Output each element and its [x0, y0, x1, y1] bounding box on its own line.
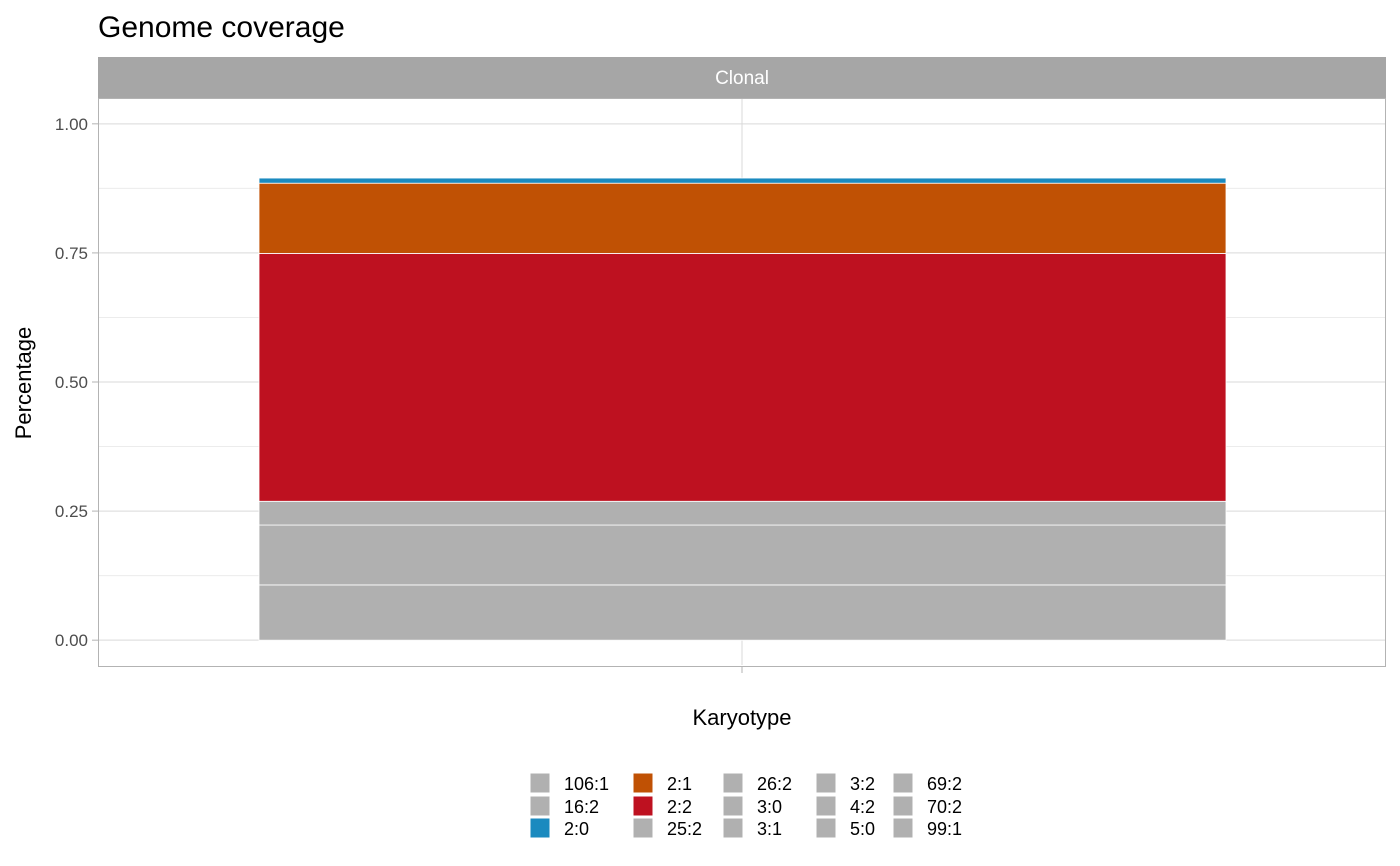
legend-key	[632, 795, 654, 817]
legend-key	[892, 795, 914, 817]
legend-label: 106:1	[564, 774, 609, 794]
legend-key	[815, 795, 837, 817]
legend-key	[529, 772, 551, 794]
y-tick-label: 0.00	[55, 631, 88, 650]
y-tick-label: 0.75	[55, 244, 88, 263]
bar-segment-25-2	[258, 500, 1227, 526]
y-axis-ticks: 0.00 0.25 0.50 0.75 1.00	[55, 115, 98, 650]
legend-label: 2:0	[564, 819, 589, 839]
legend-label: 99:1	[927, 819, 962, 839]
legend-label: 4:2	[850, 797, 875, 817]
legend-label: 25:2	[667, 819, 702, 839]
legend-key	[815, 817, 837, 839]
facet-label: Clonal	[715, 68, 769, 89]
legend-key	[892, 817, 914, 839]
legend-label: 16:2	[564, 797, 599, 817]
legend-key	[529, 817, 551, 839]
stacked-bar	[258, 177, 1227, 641]
legend-label: 5:0	[850, 819, 875, 839]
legend-label: 3:0	[757, 797, 782, 817]
y-tick-label: 0.50	[55, 373, 88, 392]
legend-key	[529, 795, 551, 817]
x-axis-title: Karyotype	[692, 705, 791, 730]
legend: 106:1 16:22:0 2:1 2:225:2 26:2 3:03:1 3:2 4:25:…	[529, 772, 962, 839]
legend-label: 3:2	[850, 774, 875, 794]
legend-key	[722, 817, 744, 839]
legend-key	[815, 772, 837, 794]
legend-key	[722, 795, 744, 817]
bar-segment-2-0	[258, 177, 1227, 184]
facet-strip	[98, 57, 1386, 98]
legend-label: 69:2	[927, 774, 962, 794]
legend-key	[892, 772, 914, 794]
legend-label: 26:2	[757, 774, 792, 794]
legend-key	[632, 772, 654, 794]
y-tick-label: 0.25	[55, 502, 88, 521]
legend-label: 2:2	[667, 797, 692, 817]
y-tick-label: 1.00	[55, 115, 88, 134]
bar-segment-16-2	[258, 524, 1227, 586]
bar-segment-106-1	[258, 584, 1227, 641]
legend-label: 70:2	[927, 797, 962, 817]
legend-label: 3:1	[757, 819, 782, 839]
y-axis-title: Percentage	[11, 327, 36, 440]
chart-title: Genome coverage	[98, 11, 345, 44]
legend-label: 2:1	[667, 774, 692, 794]
bar-segment-2-2	[258, 253, 1227, 502]
bar-segment-2-1	[258, 182, 1227, 254]
legend-key	[632, 817, 654, 839]
legend-key	[722, 772, 744, 794]
